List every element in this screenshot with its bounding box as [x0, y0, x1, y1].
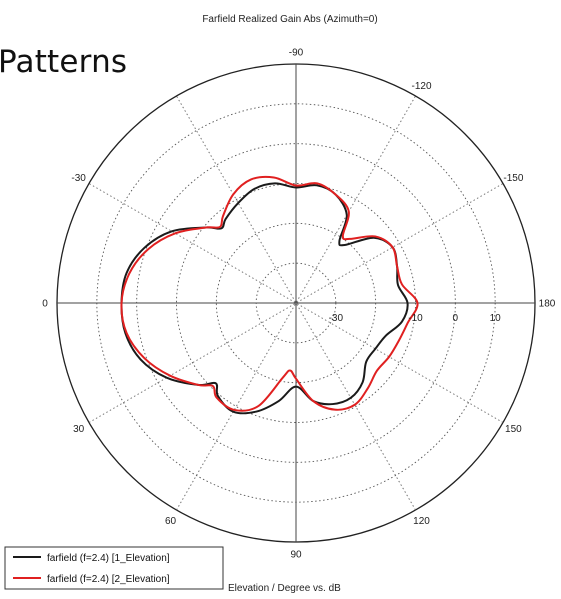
radial-label: 0	[453, 313, 459, 324]
legend: farfield (f=2.4) [1_Elevation] farfield …	[4, 546, 224, 590]
angle-label: 180	[539, 299, 556, 310]
angle-label: -90	[289, 48, 304, 59]
legend-label-series-1: farfield (f=2.4) [1_Elevation]	[47, 553, 170, 564]
series-line-2	[120, 175, 419, 412]
series-line-1	[120, 182, 409, 415]
angle-label: 90	[290, 550, 302, 561]
radial-labels: -30 -10 0 10	[329, 313, 502, 324]
angle-labels: -90 -120 -150 180 150 120 90 60 30 0 -30	[42, 48, 556, 561]
angle-label: -120	[411, 81, 431, 92]
angle-label: 0	[42, 299, 48, 310]
radial-label: -10	[408, 313, 423, 324]
angle-label: 60	[165, 516, 177, 527]
angle-label: 120	[413, 516, 430, 527]
slide-title: Patterns	[0, 44, 128, 80]
angle-label: 30	[73, 424, 85, 435]
angle-label: -150	[503, 173, 523, 184]
polar-grid	[56, 63, 536, 543]
radial-label: 10	[490, 313, 502, 324]
legend-label-series-2: farfield (f=2.4) [2_Elevation]	[47, 574, 170, 585]
angle-label: 150	[505, 424, 522, 435]
legend-box	[4, 546, 224, 590]
chart-footer: Elevation / Degree vs. dB	[228, 583, 341, 594]
radial-label: -30	[329, 313, 344, 324]
series-layer	[120, 175, 419, 415]
angle-label: -30	[71, 173, 86, 184]
chart-title: Farfield Realized Gain Abs (Azimuth=0)	[202, 14, 377, 25]
